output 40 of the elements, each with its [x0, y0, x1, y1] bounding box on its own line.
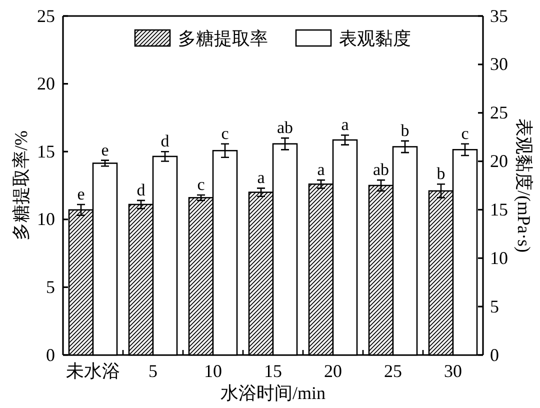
- x-tick-label: 15: [264, 360, 282, 381]
- y2-tick-label: 20: [490, 151, 508, 172]
- y2-tick-label: 10: [490, 248, 508, 268]
- y-tick-label: 5: [46, 276, 55, 297]
- y-tick-label: 10: [37, 209, 55, 230]
- y2-axis-title: 表观黏度/(mPa·s): [514, 118, 534, 252]
- y-axis-title: 多糖提取率/%: [11, 130, 31, 240]
- data-label: d: [160, 132, 170, 151]
- x-tick-label: 未水浴: [66, 360, 120, 381]
- data-label: b: [436, 164, 446, 184]
- data-label: d: [136, 180, 146, 200]
- data-label: ab: [372, 160, 390, 180]
- x-tick-label: 30: [444, 360, 462, 381]
- y2-tick-label: 15: [490, 199, 508, 220]
- x-tick-label: 20: [324, 360, 342, 381]
- y-tick-label: 15: [37, 141, 55, 162]
- data-label: a: [257, 168, 266, 188]
- data-label: b: [400, 120, 410, 140]
- x-tick-label: 10: [204, 360, 222, 381]
- y-tick-label: 0: [46, 344, 55, 365]
- y2-tick-label: 25: [490, 102, 508, 123]
- x-tick-label: 25: [384, 360, 402, 381]
- data-label: a: [341, 115, 350, 134]
- data-label: e: [101, 140, 109, 160]
- data-label: ab: [276, 118, 294, 138]
- legend-label: 表观黏度: [339, 28, 411, 48]
- x-axis-title: 水浴时间/min: [220, 383, 326, 403]
- y2-tick-label: 35: [490, 6, 508, 26]
- data-label: c: [461, 124, 470, 143]
- y-tick-label: 20: [37, 74, 55, 94]
- y2-tick-label: 0: [490, 344, 499, 365]
- legend-label: 多糖提取率: [178, 28, 268, 48]
- y-tick-label: 25: [37, 6, 55, 26]
- y2-tick-label: 30: [490, 54, 508, 74]
- data-label: c: [221, 124, 230, 143]
- data-label: a: [317, 160, 326, 180]
- data-label: c: [197, 174, 206, 194]
- x-tick-label: 5: [148, 360, 158, 381]
- data-label: e: [77, 184, 85, 204]
- y2-tick-label: 5: [490, 296, 499, 316]
